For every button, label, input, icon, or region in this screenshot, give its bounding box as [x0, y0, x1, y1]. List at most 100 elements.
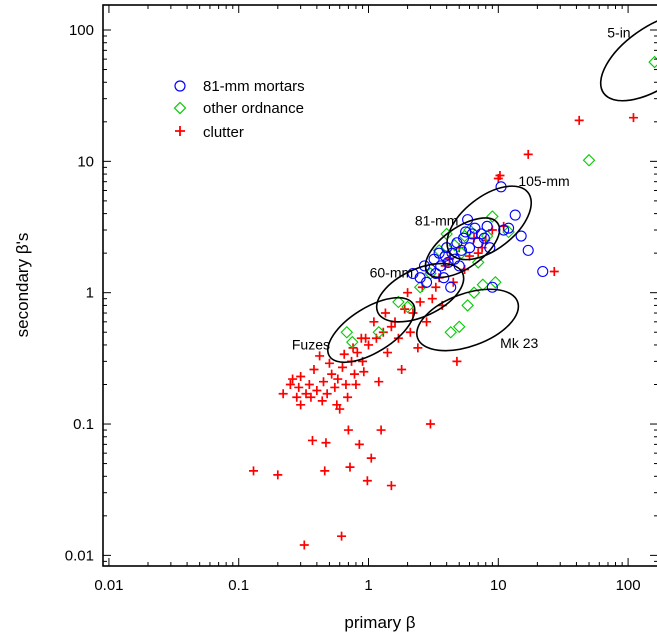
- point-ordnance-14: [461, 299, 474, 312]
- point-clutter-86: [495, 171, 505, 181]
- annotation-mk-23: Mk 23: [500, 335, 538, 351]
- ellipse-layer: [326, 13, 657, 364]
- point-clutter-7: [296, 372, 306, 382]
- x-tick-label-3: 10: [490, 577, 507, 594]
- legend-marker-ordnance: [173, 101, 187, 115]
- point-clutter-39: [352, 348, 362, 358]
- ellipse-fuzes: [326, 296, 416, 364]
- point-clutter-6: [294, 382, 304, 392]
- point-clutter-61: [403, 288, 413, 298]
- point-mortar-7: [433, 247, 445, 259]
- ellipse-81-mm: [424, 217, 501, 279]
- point-clutter-13: [307, 435, 317, 445]
- point-ordnance-10: [448, 238, 461, 252]
- point-clutter-67: [422, 317, 432, 327]
- point-clutter-19: [320, 466, 330, 476]
- annotation-layer: 5-in 105-mm 81-mm 60-mm Fuzes Mk 23: [292, 24, 631, 352]
- point-clutter-62: [405, 327, 415, 337]
- point-clutter-56: [386, 322, 396, 332]
- point-clutter-4: [288, 374, 298, 384]
- point-clutter-54: [382, 348, 392, 358]
- point-clutter-3: [285, 379, 295, 389]
- point-clutter-10: [301, 389, 311, 399]
- point-ordnance-9: [444, 325, 458, 339]
- ellipse-60-mm: [375, 262, 465, 323]
- point-clutter-9: [299, 540, 309, 550]
- point-clutter-43: [359, 367, 369, 377]
- point-ordnance-19: [480, 229, 494, 243]
- point-mortar-27: [478, 232, 490, 244]
- point-clutter-17: [317, 396, 327, 406]
- point-clutter-52: [378, 327, 388, 337]
- point-clutter-12: [306, 392, 316, 402]
- point-ordnance-17: [471, 256, 485, 269]
- point-ordnance-16: [467, 286, 481, 299]
- y-tick-label-0: 0.01: [65, 547, 94, 564]
- point-mortar-13: [445, 281, 457, 293]
- marks-layer: [249, 55, 657, 550]
- point-clutter-20: [321, 438, 331, 448]
- point-mortar-32: [498, 224, 510, 236]
- point-clutter-68: [425, 419, 435, 429]
- point-clutter-16: [315, 351, 325, 361]
- point-clutter-18: [319, 377, 329, 387]
- point-clutter-45: [362, 476, 372, 486]
- point-mortar-2: [418, 260, 431, 272]
- point-mortar-24: [469, 222, 481, 234]
- point-mortar-19: [458, 232, 470, 244]
- point-clutter-29: [337, 362, 347, 372]
- point-mortar-37: [537, 265, 549, 278]
- point-clutter-48: [369, 317, 379, 327]
- point-mortar-30: [486, 281, 498, 293]
- legend-marker-mortars: [174, 80, 186, 92]
- ellipse-105-mm: [446, 185, 533, 261]
- annotation-5-in: 5-in: [607, 24, 630, 40]
- point-clutter-47: [366, 453, 376, 463]
- point-ordnance-7: [432, 244, 446, 257]
- legend-marker-clutter: [175, 126, 185, 136]
- point-clutter-76: [452, 356, 462, 366]
- point-clutter-15: [312, 386, 322, 395]
- y-tick-label-1: 0.1: [73, 416, 94, 433]
- point-mortar-3: [421, 276, 433, 288]
- point-clutter-21: [322, 389, 332, 399]
- point-mortar-28: [481, 220, 493, 232]
- annotation-60-mm: 60-mm: [370, 265, 414, 281]
- point-clutter-37: [350, 369, 360, 379]
- point-ordnance-22: [502, 225, 515, 239]
- point-clutter-46: [364, 340, 374, 350]
- point-clutter-59: [397, 365, 407, 375]
- point-mortar-34: [509, 209, 521, 221]
- point-clutter-34: [345, 462, 355, 472]
- point-clutter-91: [628, 113, 638, 123]
- legend-label-ordnance: other ordnance: [203, 100, 304, 117]
- point-ordnance-21: [489, 276, 502, 289]
- point-mortar-22: [463, 242, 476, 254]
- point-ordnance-1: [346, 335, 359, 349]
- point-clutter-31: [341, 379, 351, 389]
- point-clutter-2: [278, 389, 288, 399]
- point-clutter-11: [304, 379, 314, 389]
- point-mortar-33: [503, 222, 515, 234]
- point-clutter-0: [249, 466, 259, 476]
- point-mortar-18: [455, 244, 467, 256]
- point-clutter-26: [333, 374, 343, 384]
- point-mortar-23: [466, 228, 478, 240]
- point-clutter-24: [330, 382, 340, 392]
- annotation-81-mm: 81-mm: [415, 212, 459, 228]
- point-clutter-40: [354, 439, 364, 449]
- point-clutter-64: [413, 343, 423, 353]
- point-ordnance-4: [401, 300, 414, 314]
- ellipse-mk-23: [415, 288, 520, 352]
- point-clutter-44: [361, 333, 371, 343]
- x-axis-label: primary β: [344, 613, 415, 632]
- point-clutter-38: [351, 379, 361, 389]
- legend-label-clutter: clutter: [203, 124, 244, 141]
- x-tick-label-2: 1: [364, 577, 372, 594]
- point-mortar-35: [515, 230, 527, 242]
- point-ordnance-11: [452, 320, 466, 334]
- annotation-fuzes: Fuzes: [292, 336, 330, 352]
- point-ordnance-24: [648, 55, 657, 69]
- point-mortar-8: [435, 260, 447, 272]
